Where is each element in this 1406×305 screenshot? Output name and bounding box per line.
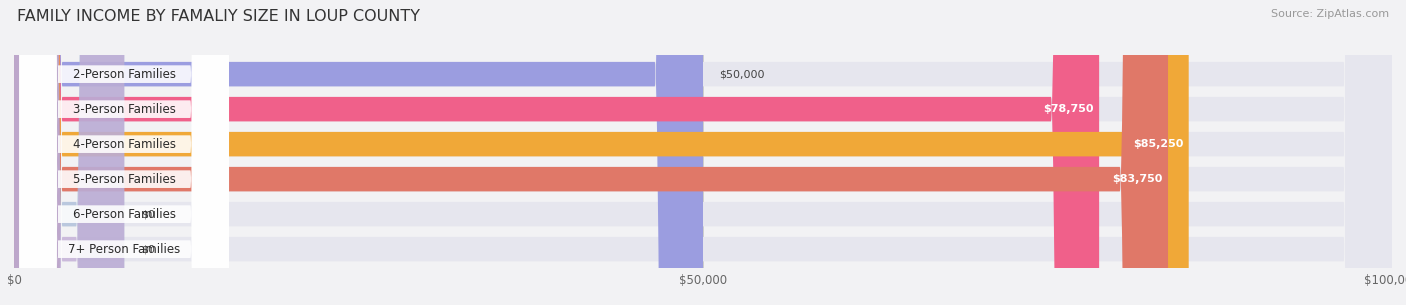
Text: 5-Person Families: 5-Person Families [73,173,176,186]
FancyBboxPatch shape [14,0,703,305]
Text: 3-Person Families: 3-Person Families [73,103,176,116]
FancyBboxPatch shape [14,0,1392,305]
FancyBboxPatch shape [14,0,124,305]
FancyBboxPatch shape [14,0,1099,305]
FancyBboxPatch shape [14,0,1392,305]
FancyBboxPatch shape [14,0,1168,305]
FancyBboxPatch shape [20,0,229,305]
FancyBboxPatch shape [14,0,124,305]
Text: 2-Person Families: 2-Person Families [73,68,176,81]
Text: $85,250: $85,250 [1133,139,1184,149]
Text: Source: ZipAtlas.com: Source: ZipAtlas.com [1271,9,1389,19]
Text: $0: $0 [141,244,155,254]
Text: $0: $0 [141,209,155,219]
Text: 4-Person Families: 4-Person Families [73,138,176,151]
FancyBboxPatch shape [20,0,229,305]
FancyBboxPatch shape [14,0,1392,305]
FancyBboxPatch shape [20,0,229,305]
Text: $83,750: $83,750 [1112,174,1163,184]
FancyBboxPatch shape [14,0,1392,305]
Text: $78,750: $78,750 [1043,104,1094,114]
FancyBboxPatch shape [14,0,1392,305]
FancyBboxPatch shape [20,0,229,305]
Text: 7+ Person Families: 7+ Person Families [67,243,180,256]
Text: $50,000: $50,000 [720,69,765,79]
FancyBboxPatch shape [14,0,1392,305]
Text: 6-Person Families: 6-Person Families [73,208,176,221]
FancyBboxPatch shape [20,0,229,305]
FancyBboxPatch shape [14,0,1188,305]
FancyBboxPatch shape [20,0,229,305]
Text: FAMILY INCOME BY FAMALIY SIZE IN LOUP COUNTY: FAMILY INCOME BY FAMALIY SIZE IN LOUP CO… [17,9,420,24]
